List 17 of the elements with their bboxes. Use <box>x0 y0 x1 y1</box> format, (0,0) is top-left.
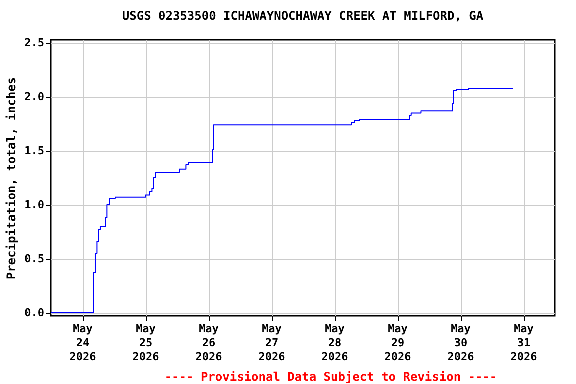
x-tick-label: May 30 2026 <box>448 322 475 364</box>
chart-title: USGS 02353500 ICHAWAYNOCHAWAY CREEK AT MILFORD, GA <box>122 9 484 24</box>
x-tick-label: May 29 2026 <box>384 322 412 364</box>
y-tick-label: 2.0 <box>24 90 44 104</box>
y-tick-label: 1.0 <box>24 198 44 212</box>
x-tick-label: May 27 2026 <box>258 322 286 364</box>
x-tick-label: May 28 2026 <box>322 322 349 364</box>
y-tick-label: 0.5 <box>24 252 44 266</box>
y-tick-label: 1.5 <box>24 144 44 158</box>
y-tick-label: 2.5 <box>24 36 44 50</box>
x-tick-label: May 24 2026 <box>70 322 97 364</box>
y-tick-label: 0.0 <box>24 306 44 320</box>
text: ---- Provisional Data Subject to Revision ---- <box>164 370 498 384</box>
x-tick-label: May 25 2026 <box>132 322 160 364</box>
x-tick-label: May 26 2026 <box>196 322 223 364</box>
x-tick-label: May 31 2026 <box>510 322 538 364</box>
y-axis-title: Precipitation, total, inches <box>4 77 19 280</box>
